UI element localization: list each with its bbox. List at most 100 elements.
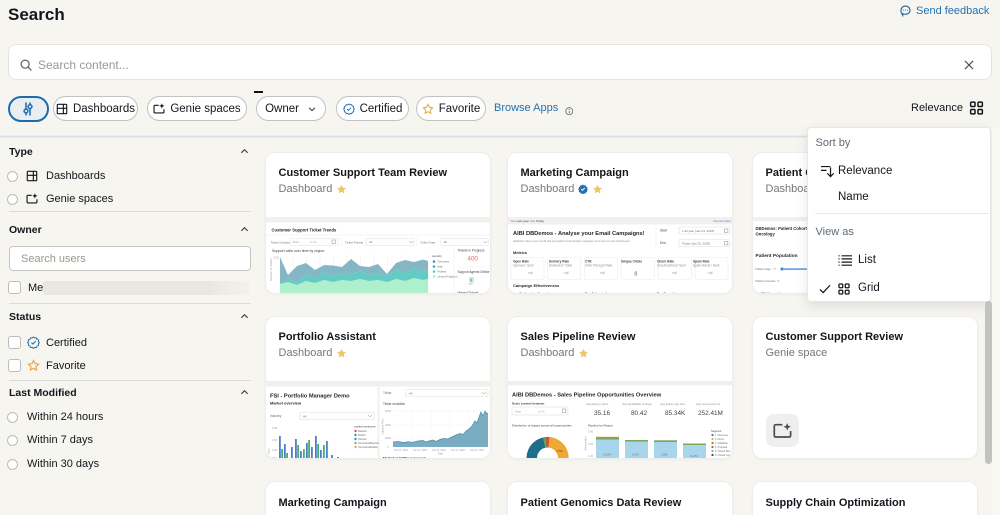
svg-text:FSI - Portfolio Manager Demo: FSI - Portfolio Manager Demo	[270, 394, 350, 400]
svg-text:Today (Jan 15, 2025): Today (Jan 15, 2025)	[682, 241, 710, 245]
svg-text:avg days to close: avg days to close	[586, 402, 609, 406]
svg-text:Patient Gender: Patient Gender	[756, 279, 776, 283]
svg-text:Ticker: Ticker	[383, 391, 392, 395]
svg-text:1. Discovery: 1. Discovery	[715, 434, 729, 437]
svg-text:Jan 01, 2021: Jan 01, 2021	[432, 449, 446, 452]
svg-text:12: 12	[777, 291, 781, 294]
svg-text:AIBI DBDemos - Sales Pipeline: AIBI DBDemos - Sales Pipeline Opportunit…	[512, 393, 662, 399]
svg-text:Patient Age: Patient Age	[756, 267, 772, 271]
svg-text:DBDemos: Patient Cohort: DBDemos: Patient Cohort	[756, 226, 808, 231]
svg-text:null: null	[672, 271, 677, 275]
svg-text:Jan 01, 2022: Jan 01, 2022	[451, 449, 465, 452]
svg-text:market sentiment: market sentiment	[354, 425, 376, 429]
svg-text:5. Closed Won: 5. Closed Won	[715, 450, 731, 453]
svg-text:Ticket Creation: Ticket Creation	[271, 240, 291, 244]
svg-text:8: 8	[470, 278, 472, 282]
svg-text:Campaign Effectiveness: Campaign Effectiveness	[513, 283, 560, 288]
svg-text:Neutral: Neutral	[358, 437, 367, 441]
svg-text:Start: Start	[660, 229, 667, 233]
svg-text:Support calls over time by reg: Support calls over time by region	[272, 249, 324, 253]
svg-text:Number of Tickets: Number of Tickets	[269, 258, 273, 281]
svg-text:Avg active opp size: Avg active opp size	[660, 402, 685, 406]
svg-text:Unsubscribed / Sent: Unsubscribed / Sent	[657, 264, 686, 268]
svg-text:null: null	[600, 271, 605, 275]
svg-text:End: End	[660, 241, 666, 245]
svg-text:Market overview: Market overview	[270, 401, 302, 406]
svg-text:Top Subscription: Top Subscription	[585, 292, 611, 294]
svg-text:null: null	[708, 271, 713, 275]
svg-text:3,00: 3,00	[272, 426, 278, 430]
svg-text:Start: Start	[293, 240, 300, 244]
svg-text:Pipeline by Region: Pipeline by Region	[588, 424, 613, 428]
svg-text:12,094: 12,094	[603, 453, 611, 457]
svg-text:All: All	[444, 240, 448, 244]
svg-text:Amount (Bn): Amount (Bn)	[585, 436, 588, 450]
svg-text:Top Templates: Top Templates	[657, 292, 679, 294]
svg-text:2.7bn: 2.7bn	[557, 449, 564, 453]
svg-text:1 all year (Jan 01, 2025): 1 all year (Jan 01, 2025)	[682, 229, 714, 233]
svg-text:2000: 2000	[385, 436, 391, 440]
svg-text:SomewhatBearish: SomewhatBearish	[358, 441, 380, 445]
svg-text:4000: 4000	[385, 423, 391, 427]
svg-text:Segment: Segment	[711, 429, 722, 433]
svg-text:0: 0	[387, 445, 389, 449]
svg-text:Poland: Poland	[438, 270, 447, 274]
svg-text:120: 120	[274, 256, 279, 260]
svg-text:Click Through Rate: Click Through Rate	[585, 264, 612, 268]
svg-text:Metrics: Metrics	[513, 250, 528, 255]
svg-text:Last Blood: Last Blood	[756, 291, 771, 294]
svg-text:35.16: 35.16	[594, 410, 610, 417]
svg-text:SomewhatBullish: SomewhatBullish	[358, 445, 378, 449]
svg-text:Open Rate: Open Rate	[513, 260, 529, 264]
svg-text:Date: Date	[438, 453, 444, 456]
svg-text:Spam Alerts / Sent: Spam Alerts / Sent	[693, 264, 720, 268]
svg-text:Spam Rate: Spam Rate	[693, 260, 710, 264]
svg-text:2,00: 2,00	[588, 442, 594, 446]
svg-text:1,00: 1,00	[588, 454, 594, 458]
svg-text:Market volatility over week: Market volatility over week	[383, 457, 426, 460]
svg-text:Distribution of stages across: Distribution of stages across all opport…	[512, 424, 572, 428]
svg-text:77: 77	[773, 267, 777, 271]
svg-text:Bullish: Bullish	[358, 433, 366, 437]
svg-text:Support Agents Online: Support Agents Online	[458, 270, 490, 274]
svg-text:80.42: 80.42	[631, 410, 647, 417]
svg-text:Bearish: Bearish	[358, 429, 367, 433]
svg-text:252.41M: 252.41M	[698, 410, 723, 417]
svg-text:6000: 6000	[385, 409, 391, 413]
svg-text:4. Proposal: 4. Proposal	[715, 446, 728, 449]
svg-text:3. Validation: 3. Validation	[715, 442, 729, 445]
svg-text:Top Performing Campaigns: Top Performing Campaigns	[513, 292, 555, 294]
svg-text:AIBI DBDemos - Analyse your Em: AIBI DBDemos - Analyse your Email Campai…	[513, 231, 645, 237]
svg-text:11,254: 11,254	[690, 454, 698, 458]
svg-text:6. Closed Lost: 6. Closed Lost	[715, 454, 731, 457]
svg-text:Adjusted Price: Adjusted Price	[382, 418, 385, 435]
svg-text:400: 400	[468, 256, 479, 263]
svg-text:Churn Rate: Churn Rate	[657, 260, 674, 264]
svg-text:count: count	[267, 448, 271, 455]
svg-text:107: 107	[469, 282, 474, 286]
svg-text:Unique Clicks: Unique Clicks	[621, 260, 642, 264]
svg-text:Ticker evolution: Ticker evolution	[383, 402, 405, 406]
svg-text:Databricks makes it easy to bu: Databricks makes it easy to build ultra-…	[513, 239, 630, 243]
svg-text:Italy: Italy	[438, 265, 444, 269]
svg-text:Ticket Type: Ticket Type	[420, 240, 436, 244]
svg-text:to To: to To	[310, 240, 317, 244]
svg-text:to To: to To	[538, 409, 545, 413]
svg-text:Oncology: Oncology	[756, 232, 776, 237]
svg-text:3,00: 3,00	[588, 430, 594, 434]
svg-text:null: null	[528, 271, 533, 275]
svg-text:Patient Population: Patient Population	[756, 253, 798, 259]
svg-text:1,00: 1,00	[272, 448, 278, 452]
svg-text:Ticket Priority: Ticket Priority	[345, 240, 364, 244]
svg-text:Stat Last year Stat Today: Stat Last year Stat Today	[511, 219, 545, 223]
svg-text:All: All	[409, 391, 413, 395]
svg-text:Customer Support Ticket Trends: Customer Support Ticket Trends	[272, 228, 338, 233]
svg-text:2,00: 2,00	[272, 438, 278, 442]
svg-text:country: country	[432, 254, 442, 258]
svg-text:Delivery Rate: Delivery Rate	[549, 260, 569, 264]
svg-text:Jan 01, 2019: Jan 01, 2019	[394, 449, 408, 452]
svg-text:9,149: 9,149	[632, 453, 639, 457]
svg-text:2. Demo: 2. Demo	[715, 438, 725, 441]
svg-text:Tickets in Progress: Tickets in Progress	[458, 249, 485, 253]
svg-text:Opened / Sent: Opened / Sent	[513, 264, 534, 268]
